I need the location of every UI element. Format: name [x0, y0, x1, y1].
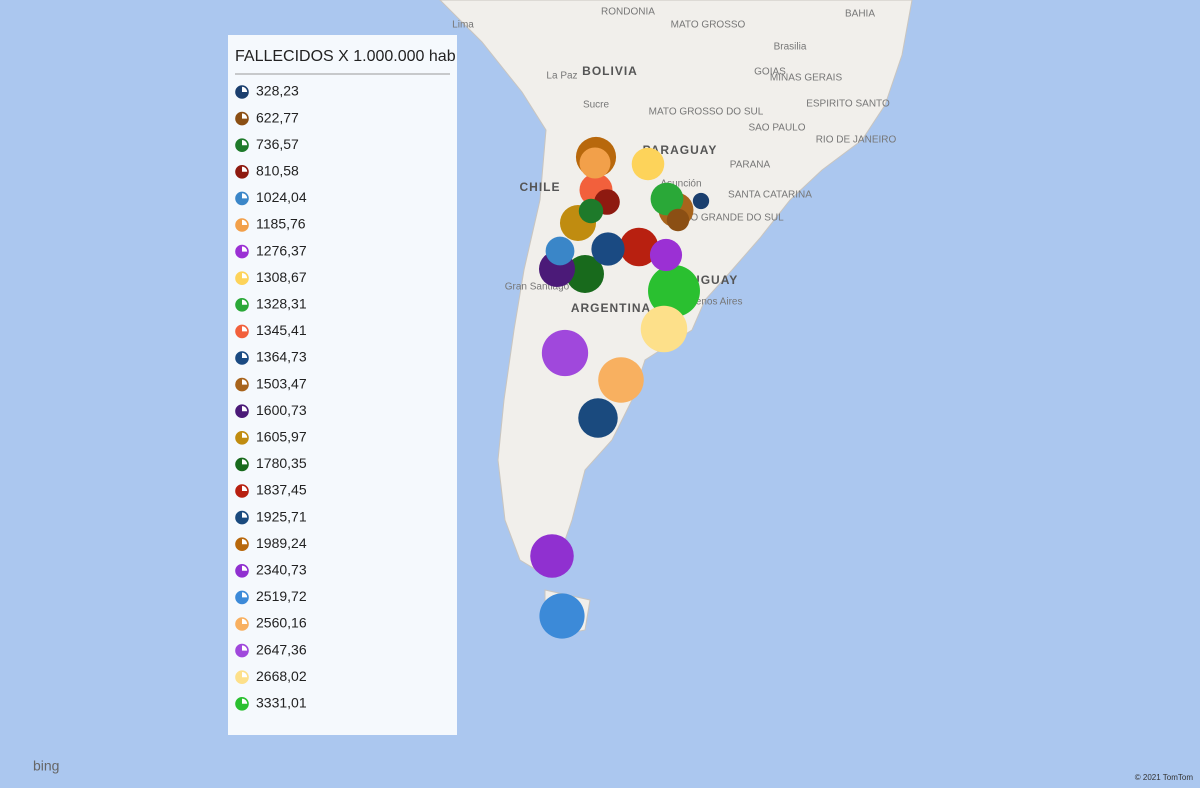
map-label: ARGENTINA	[571, 301, 651, 315]
legend-icon-wedge	[236, 644, 248, 657]
bubble[interactable]	[666, 208, 690, 232]
legend-icon-wedge	[236, 165, 248, 178]
map-label: Buenos Aires	[684, 297, 743, 308]
map-label: RIO GRANDE DO SUL	[680, 213, 784, 224]
legend-label: 1837,45	[256, 482, 307, 498]
bubble[interactable]	[579, 147, 611, 179]
legend-label: 736,57	[256, 136, 299, 152]
map-label: RONDONIA	[601, 7, 655, 18]
map-label: RIO DE JANEIRO	[816, 135, 897, 146]
legend-label: 1780,35	[256, 455, 307, 471]
legend-icon-wedge	[236, 112, 248, 125]
map-label: MATO GROSSO DO SUL	[649, 107, 764, 118]
legend-label: 1276,37	[256, 242, 307, 258]
map-label: La Paz	[546, 71, 577, 82]
bubble[interactable]	[598, 357, 644, 403]
legend-icon-wedge	[236, 697, 248, 710]
legend-icon-wedge	[236, 219, 248, 231]
map-label: PARANA	[730, 160, 771, 171]
legend-label: 810,58	[256, 163, 299, 179]
attribution: © 2021 TomTom	[1135, 773, 1194, 782]
map-label: Sucre	[583, 100, 610, 111]
map-label: GOIAS	[754, 67, 786, 78]
map-label: Asunción	[660, 179, 701, 190]
legend-icon-wedge	[236, 458, 248, 471]
map-label: PARAGUAY	[643, 143, 718, 157]
legend-icon-wedge	[236, 272, 248, 285]
bubble[interactable]	[619, 227, 659, 267]
map-label: MINAS GERAIS	[770, 73, 843, 84]
bing-logo: bing	[33, 758, 59, 774]
map-label: SAO PAULO	[748, 123, 805, 134]
map-label: CHILE	[520, 180, 561, 194]
legend-icon-wedge	[236, 245, 248, 258]
legend-icon-wedge	[236, 511, 248, 524]
map-label: BAHIA	[845, 9, 875, 20]
legend-label: 1989,24	[256, 535, 307, 551]
legend-label: 1605,97	[256, 429, 307, 445]
bubble[interactable]	[649, 238, 683, 272]
legend-panel	[228, 35, 457, 735]
legend-title: FALLECIDOS X 1.000.000 hab	[235, 48, 456, 65]
legend-icon-wedge	[236, 538, 248, 551]
legend-label: 1024,04	[256, 189, 307, 205]
bubble[interactable]	[640, 305, 688, 353]
legend-icon-wedge	[236, 86, 248, 98]
legend-label: 2340,73	[256, 562, 307, 578]
legend-icon-wedge	[236, 564, 248, 577]
legend-label: 2560,16	[256, 615, 307, 631]
legend-icon-wedge	[236, 139, 248, 152]
legend-label: 2519,72	[256, 588, 307, 604]
bubble[interactable]	[578, 398, 618, 438]
map-label: MATO GROSSO	[671, 20, 746, 31]
legend-icon-wedge	[236, 485, 248, 497]
legend-icon-wedge	[236, 298, 248, 311]
legend-icon-wedge	[236, 591, 248, 604]
bubble[interactable]	[650, 182, 684, 216]
legend-label: 1925,71	[256, 508, 307, 524]
map-label: Brasilia	[774, 42, 807, 53]
bubble[interactable]	[692, 192, 710, 210]
bubble[interactable]	[530, 534, 574, 578]
legend-icon-wedge	[236, 378, 248, 391]
map-label: Lima	[452, 20, 474, 31]
legend-label: 3331,01	[256, 695, 307, 711]
legend-label: 1308,67	[256, 269, 307, 285]
legend-icon-wedge	[236, 671, 248, 684]
map-label: ESPIRITO SANTO	[806, 99, 890, 110]
legend-icon-wedge	[236, 618, 248, 630]
bubble[interactable]	[631, 147, 665, 181]
bubble[interactable]	[591, 232, 625, 266]
legend-label: 1503,47	[256, 375, 307, 391]
legend-label: 2668,02	[256, 668, 307, 684]
legend-label: 1185,76	[256, 216, 306, 232]
legend-icon-wedge	[236, 192, 248, 205]
legend-label: 1600,73	[256, 402, 307, 418]
legend-icon-wedge	[236, 325, 248, 338]
bubble[interactable]	[566, 255, 604, 293]
bubble[interactable]	[545, 236, 575, 266]
legend-icon-wedge	[236, 431, 248, 444]
map-label: Gran Santiago	[505, 282, 570, 293]
legend-icon-wedge	[236, 405, 248, 418]
map-label: BOLIVIA	[582, 64, 638, 78]
legend-label: 2647,36	[256, 641, 307, 657]
legend-label: 1345,41	[256, 322, 307, 338]
bubble[interactable]	[539, 593, 585, 639]
legend-label: 1328,31	[256, 296, 307, 312]
map-label: SANTA CATARINA	[728, 190, 812, 201]
legend-label: 622,77	[256, 109, 299, 125]
legend-label: 1364,73	[256, 349, 307, 365]
legend-label: 328,23	[256, 83, 299, 99]
bubble[interactable]	[541, 329, 589, 377]
bubble[interactable]	[648, 265, 700, 317]
bubble[interactable]	[578, 198, 604, 224]
legend-icon-wedge	[236, 352, 248, 364]
